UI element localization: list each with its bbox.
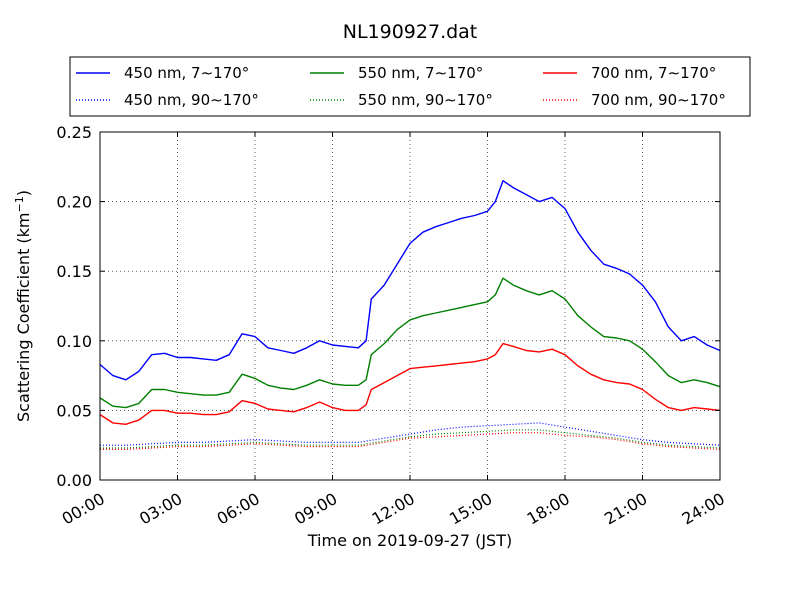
legend: 450 nm, 7∼170° 550 nm, 7∼170° 700 nm, 7∼17… [69,56,751,117]
legend-label-4: 700 nm, 7∼170° [591,64,716,82]
legend-label-2: 550 nm, 7∼170° [358,64,483,82]
series-layer [99,179,721,450]
y-axis-label: Scattering Coefficient (km−1) [13,190,34,422]
y-axis-label-close: ) [14,190,33,196]
series-line-0 [99,179,721,381]
series-line-4 [99,342,721,425]
series-line-2 [99,277,721,409]
legend-label-5: 700 nm, 90∼170° [591,91,726,109]
legend-items: 450 nm, 7∼170° 550 nm, 7∼170° 700 nm, 7∼17… [76,64,726,109]
y-tick-label: 0.05 [56,401,92,420]
y-axis-label-sup: −1 [13,196,26,212]
legend-label-1: 450 nm, 90∼170° [124,91,259,109]
y-tick-label: 0.25 [56,123,92,142]
y-axis-label-text: Scattering Coefficient (km [14,212,33,422]
legend-label-0: 450 nm, 7∼170° [124,64,249,82]
series-line-1 [100,422,721,446]
legend-frame [69,56,751,117]
x-axis-label: Time on 2019-09-27 (JST) [307,531,512,550]
y-tick-label: 0.20 [56,193,92,212]
chart-title: NL190927.dat [343,21,478,43]
legend-label-3: 550 nm, 90∼170° [358,91,493,109]
y-tick-label: 0.10 [56,332,92,351]
y-tick-label: 0.00 [56,471,92,490]
y-tick-label: 0.15 [56,262,92,281]
